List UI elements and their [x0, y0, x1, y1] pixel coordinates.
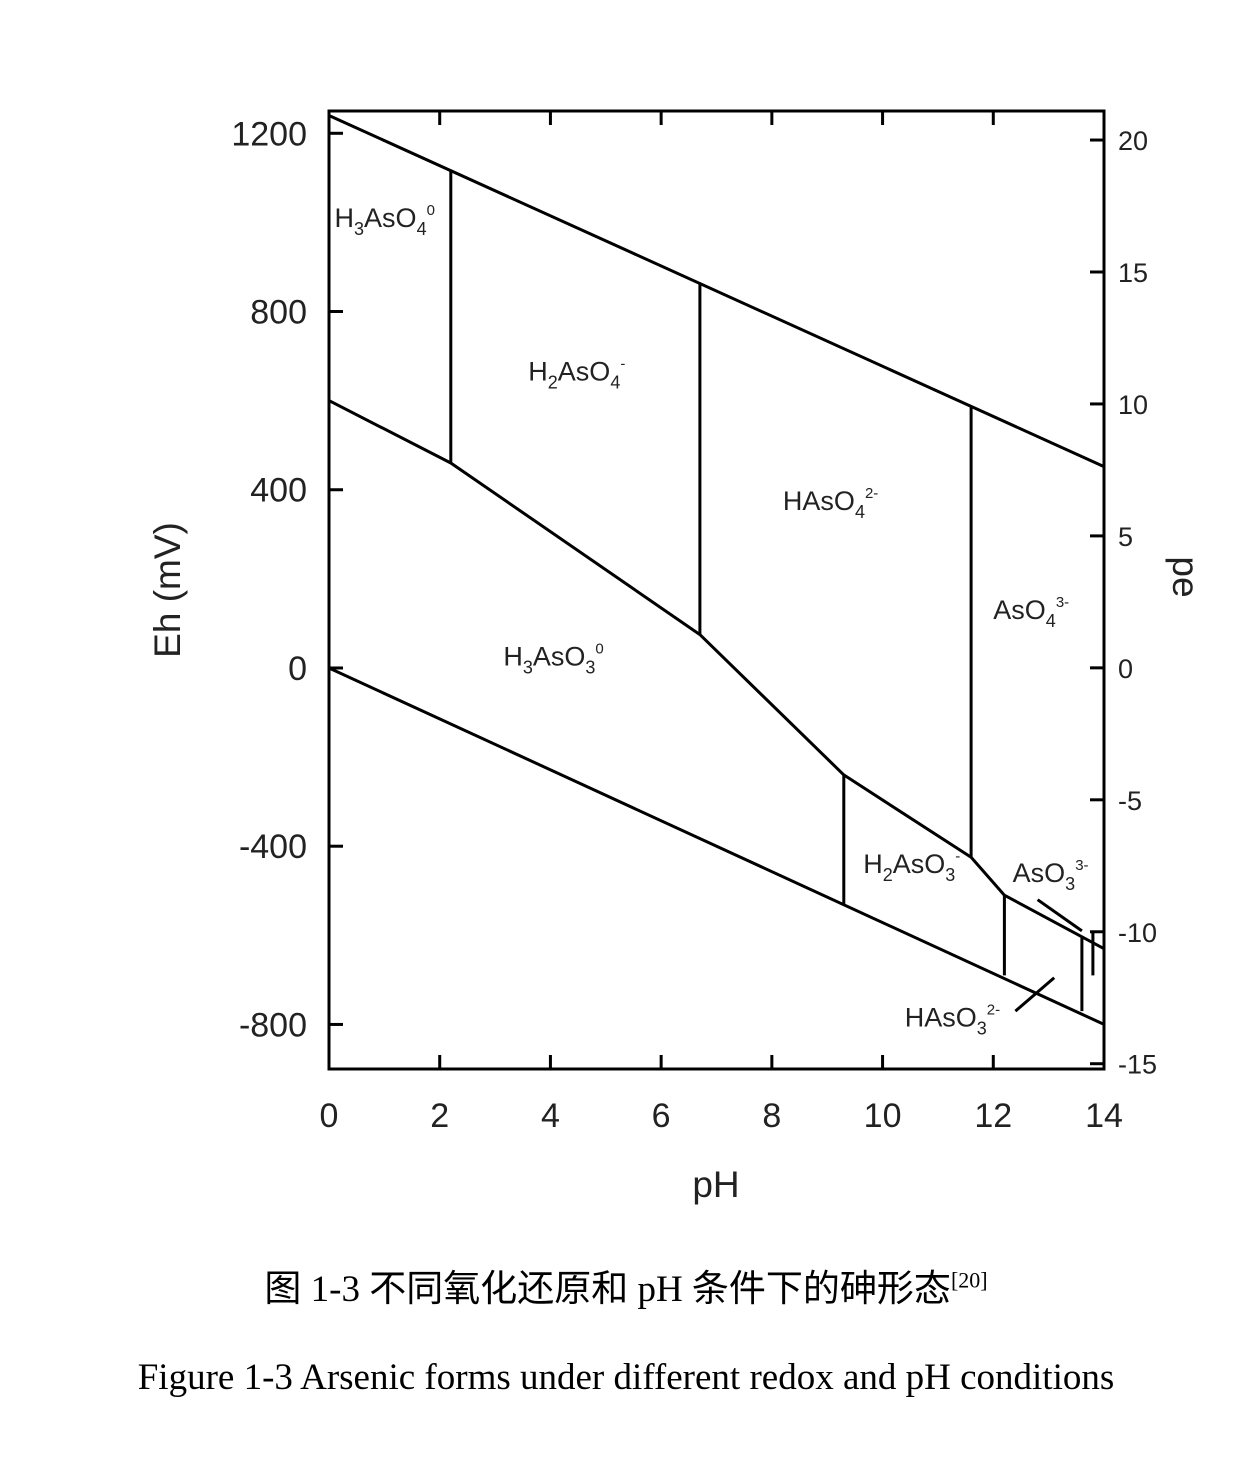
boundary-lines	[328, 114, 1105, 1026]
x-axis-title: pH	[692, 1164, 739, 1205]
species-label: HAsO42-	[783, 485, 878, 522]
y2-tick-label: 10	[1118, 390, 1148, 420]
y2-tick-label: 5	[1118, 522, 1133, 552]
y2-tick-label: 20	[1118, 126, 1148, 156]
x-tick-label: 6	[652, 1097, 671, 1135]
y-axis-title: Eh (mV)	[147, 522, 188, 658]
species-label: HAsO32-	[905, 1002, 1000, 1039]
y2-tick-label: -5	[1118, 786, 1142, 816]
y2-tick-label: 0	[1118, 654, 1133, 684]
eh-ph-diagram: 0 2 4 6 8 10 12 14 1200 800 400 0 -400 -800 20 15 10 5 0 -5…	[147, 109, 1206, 1205]
line-arsenate-arsenite	[328, 399, 1105, 951]
x-tick-label: 14	[1085, 1097, 1123, 1135]
axis-ticks: 0 2 4 6 8 10 12 14 1200 800 400 0 -400 -800 20 15 10 5 0 -5…	[231, 111, 1157, 1135]
line-leader-HAsO3	[1014, 976, 1056, 1013]
x-tick-label: 12	[974, 1097, 1012, 1135]
x-tick-label: 4	[541, 1097, 560, 1135]
line-water-upper	[328, 114, 1105, 468]
species-label: H3AsO30	[503, 641, 603, 678]
caption-reference: [20]	[950, 1267, 988, 1293]
species-label: H2AsO4-	[528, 356, 625, 393]
line-leader-AsO3	[1036, 898, 1083, 933]
y-tick-label: -400	[239, 828, 307, 866]
y2-axis-title: pe	[1165, 556, 1206, 597]
x-tick-label: 10	[864, 1097, 902, 1135]
line-water-lower	[328, 666, 1105, 1026]
caption-english: Figure 1-3 Arsenic forms under different…	[137, 1357, 1115, 1398]
x-tick-label: 8	[762, 1097, 781, 1135]
plot-frame	[327, 109, 1106, 1071]
x-tick-label: 2	[430, 1097, 449, 1135]
caption-chinese-text: 图 1-3 不同氧化还原和 pH 条件下的砷形态	[264, 1269, 951, 1310]
species-label: AsO33-	[1013, 857, 1089, 894]
y2-tick-label: -10	[1118, 918, 1157, 948]
species-labels: H3AsO40 H2AsO4- HAsO42- AsO43- H3AsO30 H2AsO3…	[335, 202, 1089, 1039]
x-tick-label: 0	[320, 1097, 339, 1135]
species-label: AsO43-	[993, 594, 1069, 631]
species-label: H3AsO40	[335, 202, 435, 239]
y2-tick-label: 15	[1118, 258, 1148, 288]
y-tick-label: 400	[250, 472, 307, 510]
species-label: H2AsO3-	[863, 848, 960, 885]
y2-tick-label: -15	[1118, 1050, 1157, 1080]
y-tick-label: 0	[288, 650, 307, 688]
y-tick-label: 800	[250, 294, 307, 332]
y-tick-label: 1200	[231, 115, 307, 153]
y-tick-label: -800	[239, 1006, 307, 1044]
caption-chinese: 图 1-3 不同氧化还原和 pH 条件下的砷形态[20]	[0, 1258, 1252, 1312]
